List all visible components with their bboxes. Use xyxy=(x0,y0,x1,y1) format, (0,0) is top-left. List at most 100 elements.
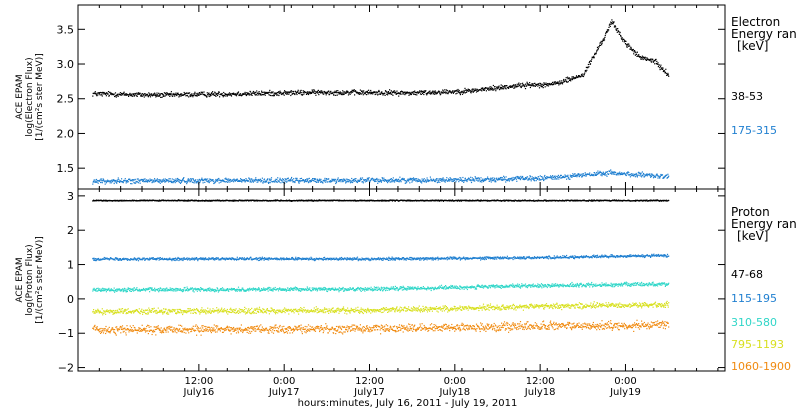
data-point xyxy=(613,172,615,174)
data-point xyxy=(138,92,140,94)
data-point xyxy=(300,94,303,96)
data-point xyxy=(317,178,319,180)
data-point xyxy=(620,35,622,37)
data-point xyxy=(481,90,483,92)
data-point xyxy=(531,176,533,178)
data-point xyxy=(335,257,338,259)
data-point xyxy=(289,91,291,93)
data-point xyxy=(467,89,469,91)
data-point xyxy=(638,171,640,173)
data-point xyxy=(264,92,266,94)
data-point xyxy=(139,257,141,259)
data-point xyxy=(96,95,98,97)
data-point xyxy=(144,178,146,180)
data-point xyxy=(115,257,117,259)
data-point xyxy=(508,178,510,180)
data-point xyxy=(222,180,224,182)
data-point xyxy=(302,258,304,260)
data-point xyxy=(188,199,190,201)
data-point xyxy=(340,181,342,183)
data-point xyxy=(182,179,184,181)
data-point xyxy=(477,178,479,180)
data-point xyxy=(413,178,415,180)
data-point xyxy=(561,200,563,202)
series-115-195-points xyxy=(92,253,670,262)
data-point xyxy=(439,181,441,183)
data-point xyxy=(304,179,306,182)
data-point xyxy=(393,199,395,201)
data-point xyxy=(568,77,570,79)
data-point xyxy=(279,200,281,202)
data-point xyxy=(267,181,269,183)
data-point xyxy=(355,178,357,180)
data-point xyxy=(656,60,658,62)
data-point xyxy=(373,91,375,93)
data-point xyxy=(166,180,168,182)
data-point xyxy=(137,93,139,95)
data-point xyxy=(650,61,652,63)
data-point xyxy=(240,93,242,95)
data-point xyxy=(161,93,163,95)
data-point xyxy=(523,85,525,87)
data-point xyxy=(377,94,379,96)
data-point xyxy=(346,257,348,259)
data-point xyxy=(442,200,444,202)
data-point xyxy=(109,258,111,260)
data-point xyxy=(284,90,286,92)
data-point xyxy=(305,91,307,93)
data-point xyxy=(191,93,193,95)
data-point xyxy=(174,95,176,97)
data-point xyxy=(104,257,106,259)
data-point xyxy=(256,94,258,96)
data-point xyxy=(273,95,275,97)
data-point xyxy=(275,181,277,183)
data-point xyxy=(507,179,509,182)
data-point xyxy=(635,51,637,53)
data-point xyxy=(280,91,282,94)
data-point xyxy=(329,257,331,259)
data-point xyxy=(442,177,444,179)
data-point xyxy=(158,181,160,183)
data-point xyxy=(633,175,635,177)
data-point xyxy=(421,90,423,92)
data-point xyxy=(334,178,336,180)
data-point xyxy=(239,180,241,182)
data-point xyxy=(440,93,442,95)
data-point xyxy=(268,182,270,184)
data-point xyxy=(233,178,235,180)
data-point xyxy=(391,93,393,95)
data-point xyxy=(477,177,480,179)
data-point xyxy=(364,93,366,95)
data-point xyxy=(107,181,109,183)
data-point xyxy=(417,258,419,260)
data-point xyxy=(387,258,389,260)
data-point xyxy=(173,94,175,96)
data-point xyxy=(142,257,144,259)
data-point xyxy=(263,259,265,261)
data-point xyxy=(157,199,159,201)
data-point xyxy=(220,181,222,183)
data-point xyxy=(659,69,661,71)
data-point xyxy=(422,91,424,93)
data-point xyxy=(567,78,569,80)
data-point xyxy=(448,180,450,182)
data-point xyxy=(181,181,183,183)
data-point xyxy=(373,178,375,180)
data-point xyxy=(207,181,209,183)
data-point xyxy=(460,199,462,201)
data-point xyxy=(660,68,662,70)
data-point xyxy=(92,181,94,183)
data-point xyxy=(391,180,393,182)
data-point xyxy=(351,177,353,180)
data-point xyxy=(237,180,239,182)
data-point xyxy=(642,58,644,61)
data-point xyxy=(454,90,457,92)
data-point xyxy=(419,180,422,182)
data-point xyxy=(552,81,554,83)
data-point xyxy=(616,31,618,33)
data-point xyxy=(343,200,345,202)
data-point xyxy=(125,180,127,182)
data-point xyxy=(402,91,404,93)
data-point xyxy=(304,181,306,183)
data-point xyxy=(609,172,611,174)
